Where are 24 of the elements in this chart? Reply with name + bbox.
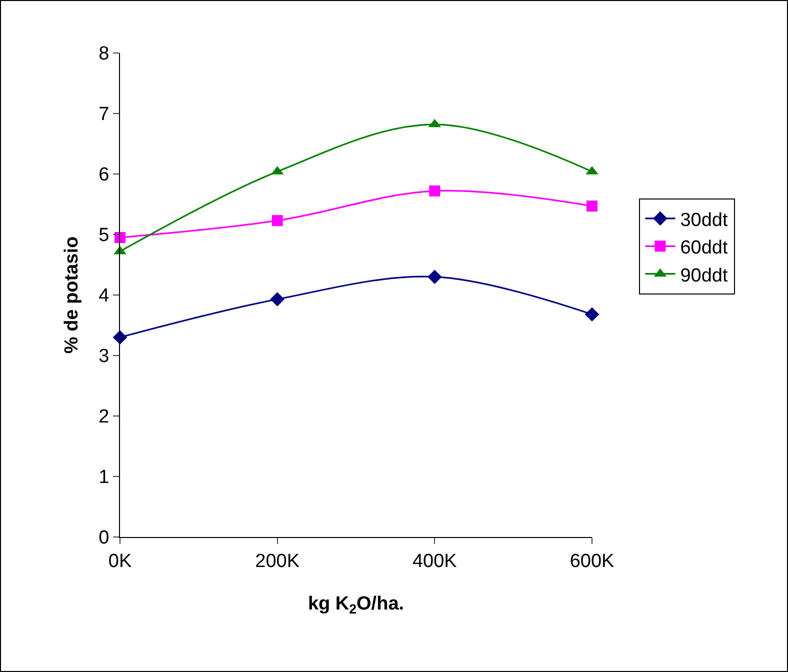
y-tick-label: 4 — [98, 286, 110, 307]
y-tick-label: 2 — [98, 406, 110, 428]
y-axis-title: % de potasio — [61, 236, 82, 354]
y-tick-label: 6 — [98, 164, 110, 186]
legend-label: 30ddt — [680, 210, 728, 231]
y-tick-label: 7 — [98, 104, 110, 126]
legend-label: 90ddt — [680, 265, 728, 286]
point — [584, 307, 600, 322]
y-tick-label: 8 — [98, 44, 110, 65]
point — [272, 215, 283, 226]
x-tick-label: 600K — [570, 550, 615, 572]
y-tick-label: 0 — [98, 528, 110, 549]
x-tick-label: 400K — [412, 550, 458, 572]
y-tick-label: 1 — [98, 467, 110, 488]
y-tick-label: 5 — [98, 225, 110, 246]
point — [586, 200, 598, 212]
x-tick-label: 200K — [255, 550, 300, 572]
point — [428, 270, 442, 284]
x-axis-title: kg K$_{2}$O/ha. — [308, 594, 404, 617]
point — [429, 185, 440, 196]
x-tick-label: 0K — [108, 550, 132, 572]
point — [270, 292, 284, 306]
y-tick-label: 3 — [98, 346, 110, 368]
legend-label: 60ddt — [680, 238, 728, 259]
